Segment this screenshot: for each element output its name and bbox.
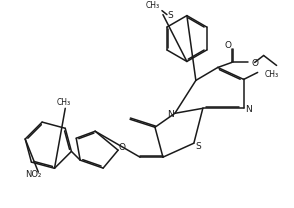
Text: O: O [252,59,259,68]
Text: CH₃: CH₃ [265,70,279,79]
Text: NO₂: NO₂ [25,170,41,179]
Text: S: S [167,11,173,20]
Text: O: O [118,143,126,152]
Text: N: N [245,105,252,114]
Text: CH₃: CH₃ [56,98,70,107]
Text: CH₃: CH₃ [146,1,160,10]
Text: S: S [195,142,201,151]
Text: N: N [168,110,174,119]
Text: O: O [224,41,231,50]
